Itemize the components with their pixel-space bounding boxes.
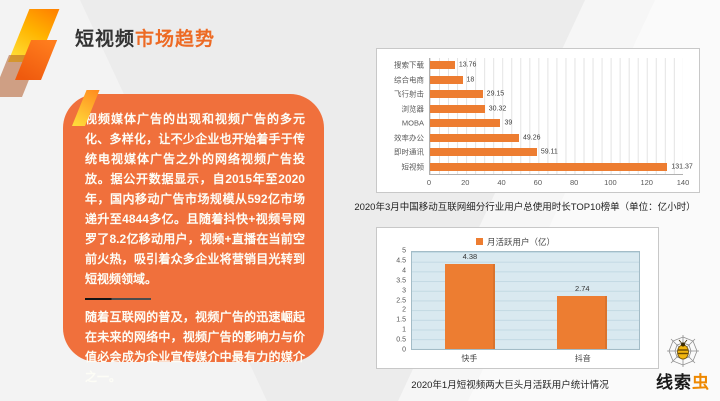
vbar-ytick-label: 4 (402, 267, 406, 275)
vbar-ytick-label: 3 (402, 287, 406, 295)
hbar-chart-card: 搜索下载 13.76 综合电商 18 飞行射击 29.15 浏览器 30.32 MOBA 39 效率… (376, 48, 700, 193)
hbar-xtick-label: 80 (569, 178, 579, 187)
hbar-row: 飞行射击 29.15 (394, 87, 683, 102)
hbar-chart-caption: 2020年3月中国移动互联网细分行业用户总使用时长TOP10榜单（单位：亿小时） (354, 202, 696, 213)
vbar-legend: 月活跃用户（亿） (383, 235, 648, 248)
title-black-part: 短视频 (75, 29, 136, 50)
vbar-bar (444, 264, 495, 349)
hbar-category-label: 浏览器 (401, 104, 425, 114)
vbar-chart-card: 月活跃用户（亿） 4.38 2.74 5 4.5 4 3.5 3 2.5 2 1.5 1 0.5 0 … (376, 227, 659, 369)
vbar-body: 4.38 2.74 5 4.5 4 3.5 3 2.5 2 1.5 1 0.5 0 (396, 248, 640, 354)
vbar-ytick-label: 1 (402, 326, 406, 334)
hbar-row: 短视频 131.37 (402, 160, 693, 175)
vbar-category-label: 抖音 (574, 354, 591, 363)
vbar-ytick-label: 4.5 (396, 257, 406, 265)
spiderweb-bug-icon (667, 335, 699, 367)
panel-paragraph-2: 随着互联网的普及，视频广告的迅速崛起在未来的网络中，视频广告的影响力与价值必会成… (85, 310, 305, 384)
vbar-value-label: 2.74 (574, 283, 590, 293)
hbar-category-label: 效率办公 (394, 133, 424, 143)
hbar-value-label: 13.76 (458, 61, 477, 69)
hbar-category-label: 综合电商 (394, 75, 424, 85)
hbar-bar (430, 162, 668, 171)
logo-text: 线索虫 (645, 373, 720, 393)
hbar-category-label: 飞行射击 (394, 89, 424, 99)
hbar-value-label: 131.37 (671, 163, 693, 171)
hbar-category-label: 即时通讯 (394, 147, 424, 157)
hbar-value-label: 59.11 (540, 148, 558, 156)
hbar-xtick-label: 20 (461, 178, 470, 187)
hbar-bar (430, 104, 485, 113)
hbar-xaxis: 0 20 40 60 80 100 120 140 (426, 175, 689, 189)
vbar-value-label: 4.38 (462, 252, 478, 262)
hbar-category-label: 搜索下载 (394, 60, 424, 70)
hbar-xtick-label: 100 (604, 178, 617, 187)
hbar-xtick-label: 40 (497, 178, 506, 187)
hbar-row: 搜索下载 13.76 (394, 58, 683, 73)
logo: 线索虫 (645, 334, 720, 393)
logo-text-black: 线索 (656, 373, 692, 392)
hbar-value-label: 18 (466, 76, 475, 84)
legend-label: 月活跃用户（亿） (486, 236, 555, 247)
hbar-value-label: 30.32 (488, 105, 507, 113)
vbar-xaxis: 快手 抖音 (411, 350, 640, 363)
hbar-bar (430, 119, 501, 128)
hbar-value-label: 39 (504, 119, 513, 127)
hbar-bar (430, 61, 455, 70)
hbar-value-label: 49.26 (523, 134, 541, 142)
hbar-value-label: 29.15 (486, 90, 505, 98)
vbar-ytick-label: 0.5 (396, 336, 406, 344)
hbar-row: 效率办公 49.26 (394, 131, 683, 146)
hbar-category-label: 短视频 (401, 162, 425, 172)
vbar-ytick-label: 2.5 (396, 297, 406, 304)
text-panel: 视频媒体广告的出现和视频广告的多元化、多样化，让不少企业也开始着手于传统电视媒体… (63, 94, 324, 384)
vbar-ytick-label: 1.5 (396, 316, 406, 324)
logo-text-orange: 虫 (692, 373, 710, 392)
panel-divider (85, 298, 151, 300)
hbar-row: MOBA 39 (402, 116, 683, 131)
hbar-bar (430, 148, 537, 157)
legend-swatch-icon (475, 238, 483, 245)
vbar-ytick-label: 0 (402, 346, 406, 354)
page-title: 短视频市场趋势 (75, 24, 215, 51)
hbar-bar (430, 133, 520, 142)
hbar-row: 综合电商 18 (394, 73, 683, 88)
hbar-plot: 搜索下载 13.76 综合电商 18 飞行射击 29.15 浏览器 30.32 MOBA 39 效率… (394, 58, 693, 175)
hbar-xtick-label: 0 (426, 178, 432, 187)
hbar-xtick-label: 120 (640, 178, 653, 187)
hbar-category-label: MOBA (401, 118, 424, 128)
vbar-ytick-label: 5 (402, 247, 406, 255)
hbar-xtick-label: 60 (533, 178, 543, 187)
vbar-ytick-label: 2 (402, 306, 406, 314)
vbar-plot: 4.38 2.74 (411, 251, 640, 350)
title-orange-part: 市场趋势 (135, 29, 216, 50)
hbar-bar (430, 75, 463, 84)
vbar-bar (557, 295, 608, 349)
panel-paragraph-1: 视频媒体广告的出现和视频广告的多元化、多样化，让不少企业也开始着手于传统电视媒体… (85, 112, 305, 286)
vbar-category-label: 快手 (461, 354, 478, 363)
hbar-row: 即时通讯 59.11 (394, 145, 683, 160)
hbar-xtick-label: 140 (676, 178, 690, 187)
hbar-bar (430, 90, 483, 99)
vbar-ytick-label: 3.5 (396, 277, 406, 285)
hbar-row: 浏览器 30.32 (402, 102, 683, 117)
vbar-chart-caption: 2020年1月短视频两大巨头月活跃用户统计情况 (411, 380, 609, 391)
